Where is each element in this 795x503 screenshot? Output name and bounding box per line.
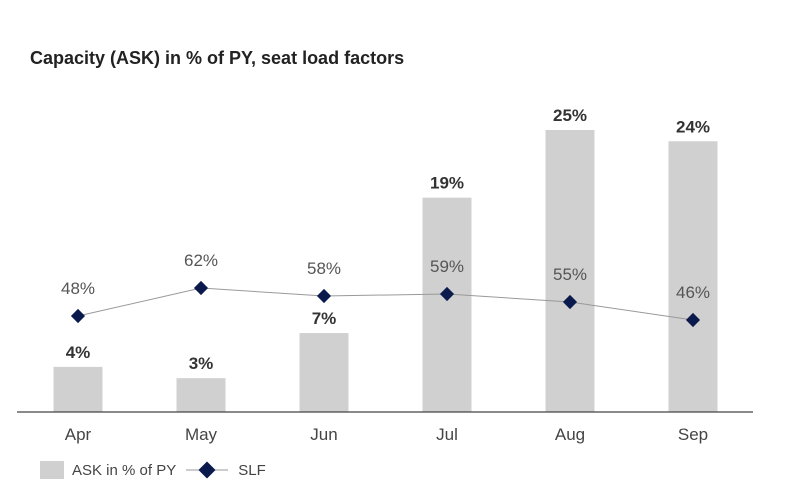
x-tick-jul: Jul [436, 425, 458, 444]
slf-marker-sep [685, 312, 701, 328]
bar-jun [299, 333, 349, 412]
x-tick-jun: Jun [310, 425, 337, 444]
slf-label-may: 62% [184, 251, 218, 270]
slf-label-sep: 46% [676, 283, 710, 302]
bar-label-may: 3% [189, 354, 214, 373]
slf-line [77, 287, 694, 321]
bar-aug [545, 130, 595, 412]
bar-label-jul: 19% [430, 174, 464, 193]
slf-label-jul: 59% [430, 257, 464, 276]
bar-label-aug: 25% [553, 106, 587, 125]
legend-label-ask: ASK in % of PY [72, 461, 177, 479]
slf-label-jun: 58% [307, 259, 341, 278]
x-tick-sep: Sep [678, 425, 708, 444]
bar-sep [668, 141, 718, 412]
bar-jul [422, 197, 472, 412]
slf-label-apr: 48% [61, 279, 95, 298]
x-tick-aug: Aug [555, 425, 585, 444]
legend-label-slf: SLF [238, 461, 266, 479]
slf-marker-jul [439, 286, 455, 302]
bar-may [176, 378, 226, 412]
legend-swatch-slf [186, 461, 229, 479]
slf-marker-jun [316, 288, 332, 304]
bar-label-jun: 7% [312, 309, 337, 328]
bar-label-sep: 24% [676, 117, 710, 136]
x-tick-apr: Apr [65, 425, 92, 444]
chart-title: Capacity (ASK) in % of PY, seat load fac… [30, 48, 405, 68]
bar-label-apr: 4% [66, 343, 91, 362]
slf-marker-aug [562, 294, 578, 310]
bar-apr [53, 366, 103, 412]
x-tick-may: May [185, 425, 218, 444]
slf-marker-apr [70, 308, 86, 324]
slf-marker-may [193, 280, 209, 296]
legend-swatch-ask [40, 461, 64, 479]
legend: ASK in % of PY SLF [40, 461, 266, 479]
slf-label-aug: 55% [553, 265, 587, 284]
